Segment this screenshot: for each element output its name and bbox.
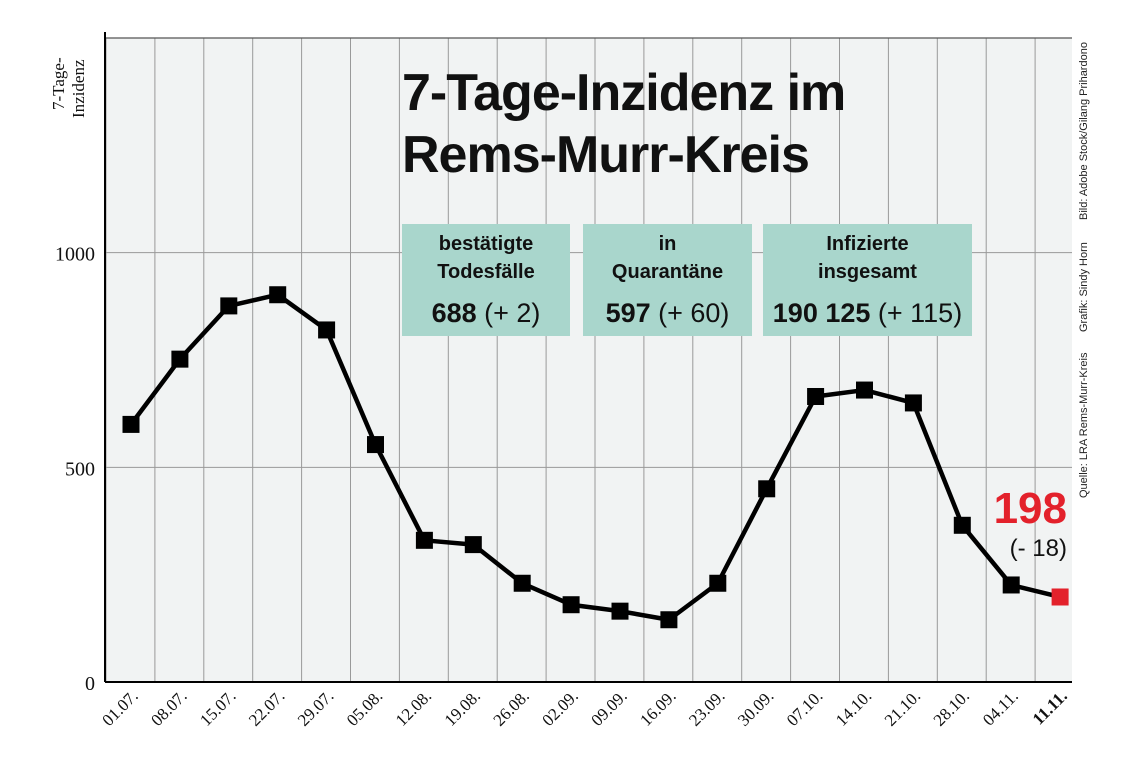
stat-label-line2: Quarantäne (611, 261, 724, 283)
stat-change: (+ 115) (870, 298, 963, 328)
data-point (562, 596, 580, 614)
stat-label-line1: Infizierte (826, 233, 909, 255)
credit-image: Bild: Adobe Stock/Gilang Prihardono (1078, 42, 1090, 220)
stat-change: (+ 60) (650, 298, 730, 328)
current-value: 198 (993, 484, 1067, 533)
current-change: (- 18) (1009, 535, 1067, 562)
stat-label-line2: insgesamt (818, 261, 917, 283)
stat-change: (+ 2) (476, 298, 541, 328)
y-tick-label: 0 (85, 673, 95, 695)
stat-value: 688 (431, 298, 477, 328)
data-point (856, 381, 873, 399)
y-axis-label: 7-Tage- Inzidenz (36, 20, 100, 120)
axes (104, 32, 1072, 683)
data-point (904, 394, 922, 412)
stat-label-line1: in (658, 233, 677, 255)
data-point (758, 480, 776, 498)
stat-value: 190 125 (772, 298, 871, 328)
data-point (171, 350, 189, 368)
stat-value: 597 (605, 298, 651, 328)
stat-label-line1: bestätigte (438, 233, 534, 255)
chart-title: 7-Tage-Inzidenz im Rems-Murr-Kreis (402, 62, 846, 186)
stat-label-line2: Todesfälle (437, 261, 535, 283)
data-point (269, 286, 287, 304)
data-point (660, 611, 678, 629)
data-point (220, 297, 238, 315)
current-value-annotation: 198 (- 18) (972, 484, 1067, 564)
plot-area (105, 38, 1072, 682)
data-point (807, 387, 825, 405)
data-point-current (1051, 588, 1069, 606)
data-point (464, 536, 482, 554)
data-point (122, 415, 140, 433)
y-tick-label: 1000 (55, 244, 95, 266)
chart-title-line1: 7-Tage-Inzidenz im (402, 64, 846, 122)
data-point (1002, 576, 1020, 594)
data-point (611, 602, 629, 620)
y-axis-label-line2: Inzidenz (69, 59, 88, 118)
y-tick-label: 500 (65, 458, 95, 480)
y-axis-label-line1: 7-Tage- (49, 57, 68, 110)
data-point (953, 516, 971, 534)
data-point (318, 321, 336, 339)
grid (105, 37, 1072, 682)
data-point (415, 531, 433, 549)
data-point (513, 574, 531, 592)
chart-title-line2: Rems-Murr-Kreis (402, 126, 810, 184)
stat-box-deaths: bestätigte Todesfälle 688 (+ 2) (402, 224, 570, 336)
data-point (709, 574, 727, 592)
stat-box-quarantine: in Quarantäne 597 (+ 60) (583, 224, 752, 336)
stat-box-infected: Infizierte insgesamt 190 125 (+ 115) (763, 224, 972, 336)
data-point (367, 436, 384, 454)
credit-graphic: Grafik: Sindy Horn (1078, 242, 1090, 332)
credit-source: Quelle: LRA Rems-Murr-Kreis (1078, 352, 1090, 498)
